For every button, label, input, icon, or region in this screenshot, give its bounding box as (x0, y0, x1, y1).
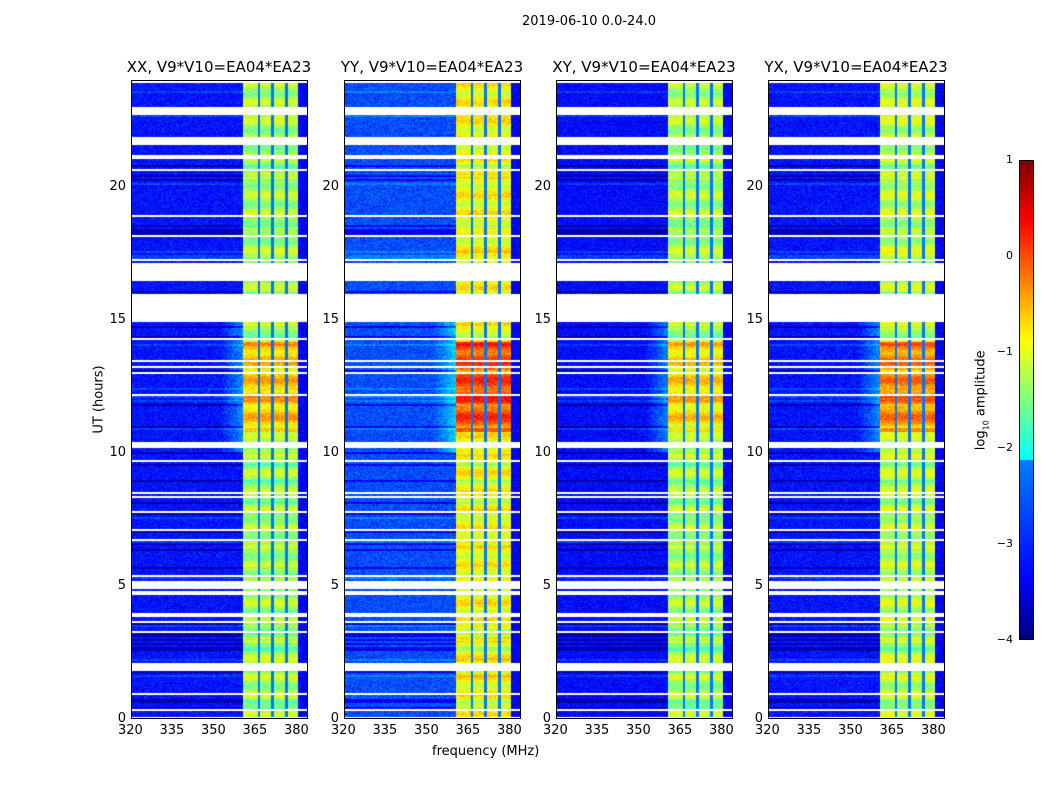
heatmap-2 (557, 81, 732, 718)
x-tick-label: 380 (496, 723, 522, 738)
x-tick-label: 365 (242, 723, 268, 738)
spectrogram-panel-3 (768, 80, 945, 719)
colorbar-tick-label: −4 (996, 633, 1013, 646)
spectrogram-panel-2 (556, 80, 733, 719)
x-tick-label: 380 (708, 723, 734, 738)
y-tick-label: 5 (542, 577, 551, 593)
heatmap-0 (132, 81, 307, 718)
colorbar-tick-label: −1 (996, 345, 1013, 358)
y-tick-label: 15 (322, 311, 339, 327)
y-tick-label: 0 (542, 711, 551, 726)
y-tick-label: 5 (330, 577, 339, 593)
x-tick-label: 335 (159, 723, 185, 738)
x-axis-label: frequency (MHz) (432, 744, 540, 759)
colorbar-tick-label: 0 (1006, 249, 1013, 262)
x-tick-label: 365 (879, 723, 905, 738)
figure-title: 2019-06-10 0.0-24.0 (522, 14, 656, 29)
spectrogram-panel-0 (131, 80, 308, 719)
x-tick-label: 335 (796, 723, 822, 738)
x-tick-label: 350 (200, 723, 226, 738)
y-tick-label: 20 (534, 178, 551, 194)
y-tick-label: 0 (330, 711, 339, 726)
spectrogram-panel-1 (344, 80, 521, 719)
heatmap-3 (769, 81, 944, 718)
colorbar-label: log10 amplitude (973, 350, 991, 451)
y-tick-label: 20 (322, 178, 339, 194)
y-tick-label: 5 (754, 577, 763, 593)
colorbar-tick-label: −3 (996, 537, 1013, 550)
x-tick-label: 350 (625, 723, 651, 738)
x-tick-label: 335 (584, 723, 610, 738)
x-tick-label: 380 (920, 723, 946, 738)
x-tick-label: 350 (413, 723, 439, 738)
y-tick-label: 10 (322, 444, 339, 460)
y-tick-label: 15 (109, 311, 126, 327)
x-tick-label: 320 (331, 723, 356, 738)
panel-title: YY, V9*V10=EA04*EA23 (340, 58, 524, 76)
y-tick-label: 10 (746, 444, 763, 460)
y-tick-label: 10 (534, 444, 551, 460)
y-tick-label: 5 (117, 577, 126, 593)
x-tick-label: 320 (755, 723, 780, 738)
colorbar (1019, 160, 1034, 640)
x-tick-label: 365 (667, 723, 693, 738)
colorbar-tick-label: −2 (996, 441, 1013, 454)
x-tick-label: 380 (283, 723, 309, 738)
heatmap-1 (345, 81, 520, 718)
y-tick-label: 20 (109, 178, 126, 194)
y-tick-label: 10 (109, 444, 126, 460)
x-tick-label: 335 (372, 723, 398, 738)
x-tick-label: 320 (118, 723, 143, 738)
y-tick-label: 15 (746, 311, 763, 327)
y-tick-label: 20 (746, 178, 763, 194)
x-tick-label: 320 (543, 723, 568, 738)
panel-title: XY, V9*V10=EA04*EA23 (552, 58, 736, 76)
y-axis-label: UT (hours) (91, 365, 107, 434)
y-tick-label: 0 (754, 711, 763, 726)
x-tick-label: 350 (837, 723, 863, 738)
x-tick-label: 365 (455, 723, 481, 738)
colorbar-tick-label: 1 (1006, 153, 1013, 166)
panel-title: YX, V9*V10=EA04*EA23 (764, 58, 948, 76)
y-tick-label: 15 (534, 311, 551, 327)
y-tick-label: 0 (117, 711, 126, 726)
panel-title: XX, V9*V10=EA04*EA23 (126, 58, 312, 76)
